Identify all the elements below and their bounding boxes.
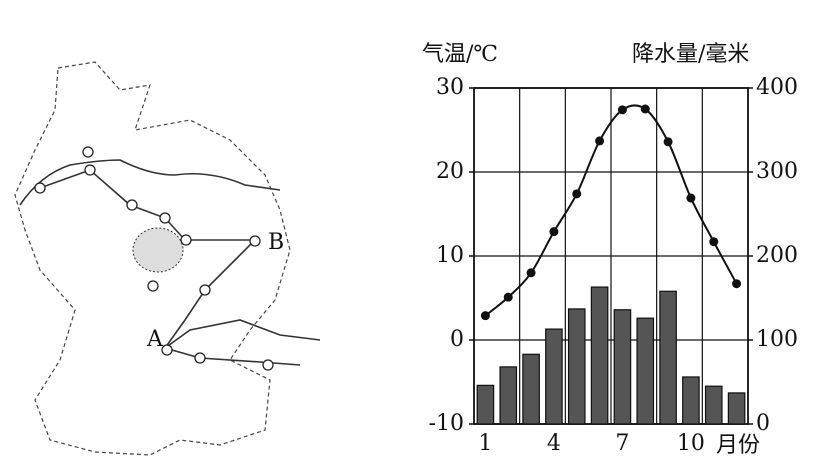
temperature-point xyxy=(686,193,696,203)
bar xyxy=(476,384,495,425)
city xyxy=(126,199,138,211)
temperature-point xyxy=(640,104,650,114)
y-tick-label: -10 xyxy=(429,411,464,436)
y-tick-label: 20 xyxy=(436,159,464,184)
x-tick-label: 7 xyxy=(615,431,629,456)
city xyxy=(84,164,96,176)
bar xyxy=(567,308,586,425)
city xyxy=(194,352,206,364)
bar xyxy=(659,290,677,425)
map: A B xyxy=(14,61,321,456)
bar xyxy=(727,392,746,425)
city xyxy=(249,235,261,247)
map-label: B xyxy=(268,230,284,255)
temperature-point xyxy=(617,105,627,115)
city xyxy=(147,280,159,292)
y2-tick-label: 0 xyxy=(756,411,770,436)
y2-tick-label: 300 xyxy=(756,159,798,184)
city xyxy=(161,344,173,356)
y2-tick-label: 400 xyxy=(756,75,798,100)
bar xyxy=(704,385,723,425)
y2-tick-label: 200 xyxy=(756,243,798,268)
temperature-point xyxy=(663,137,673,147)
y-tick-label: 10 xyxy=(436,243,464,268)
temperature-point xyxy=(709,237,719,247)
city xyxy=(159,212,171,224)
temperature-point xyxy=(732,279,742,289)
temperature-point xyxy=(595,136,605,146)
lake xyxy=(132,227,184,273)
bar xyxy=(636,317,655,425)
temperature-point xyxy=(503,292,513,302)
plot-frame xyxy=(473,87,749,425)
y-tick-label: 30 xyxy=(436,75,464,100)
temperature-point xyxy=(572,189,582,199)
bar xyxy=(522,353,540,425)
x-tick-label: 10 xyxy=(677,431,705,456)
x-tick-label: 1 xyxy=(478,431,492,456)
y2-tick-label: 100 xyxy=(756,327,798,352)
bar xyxy=(499,366,518,425)
map-label: A xyxy=(146,327,164,352)
city xyxy=(262,359,274,371)
y2-axis-title: 降水量/毫米 xyxy=(632,42,749,67)
temperature-point xyxy=(480,311,490,321)
city xyxy=(199,284,211,296)
river-north xyxy=(19,159,281,206)
city xyxy=(34,182,46,194)
x-axis-title: 月份 xyxy=(716,433,760,458)
map-boundary xyxy=(14,61,291,456)
bar xyxy=(590,286,609,425)
x-tick-label: 4 xyxy=(547,431,561,456)
bar xyxy=(545,328,563,425)
river-south xyxy=(164,319,321,349)
bar xyxy=(613,309,632,425)
y-axis-title: 气温/℃ xyxy=(422,42,498,67)
temperature-point xyxy=(549,227,559,237)
y-tick-label: 0 xyxy=(450,327,464,352)
city xyxy=(180,234,192,246)
city xyxy=(82,146,94,158)
temperature-point xyxy=(526,268,536,278)
bar xyxy=(682,376,700,425)
